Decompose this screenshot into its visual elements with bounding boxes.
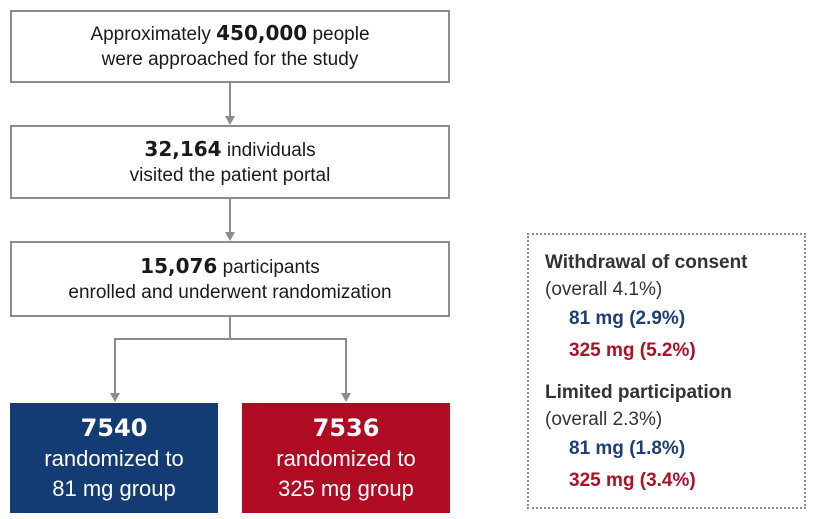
withdrawal-325mg: 325 mg (5.2%) bbox=[569, 340, 696, 361]
group-81mg-box: 7540 randomized to 81 mg group bbox=[10, 403, 218, 513]
connector-1 bbox=[229, 83, 231, 117]
limited-325mg: 325 mg (3.4%) bbox=[569, 470, 696, 491]
group-325mg-line2: 325 mg group bbox=[278, 476, 414, 501]
step-approached-line1: Approximately 450,000 people bbox=[90, 21, 369, 47]
group-81mg-line2: 81 mg group bbox=[52, 476, 176, 501]
group-325mg-box: 7536 randomized to 325 mg group bbox=[242, 403, 450, 513]
step-approached-suffix: people bbox=[307, 24, 370, 45]
step-portal-box: 32,164 individuals visited the patient p… bbox=[10, 125, 450, 199]
group-81mg-line1: randomized to bbox=[44, 446, 184, 471]
arrowhead-1 bbox=[225, 116, 235, 125]
step-enrolled-suffix: participants bbox=[217, 256, 320, 278]
step-enrolled-line1: 15,076 participants bbox=[140, 254, 320, 280]
step-approached-line2: were approached for the study bbox=[101, 49, 359, 70]
outcomes-sidebox: Withdrawal of consent (overall 4.1%) 81 … bbox=[527, 233, 806, 509]
withdrawal-title: Withdrawal of consent bbox=[545, 252, 748, 273]
group-325mg-line1: randomized to bbox=[276, 446, 416, 471]
connector-right-drop bbox=[345, 338, 347, 394]
arrowhead-2 bbox=[225, 232, 235, 241]
withdrawal-81mg: 81 mg (2.9%) bbox=[569, 308, 686, 329]
step-portal-line2: visited the patient portal bbox=[129, 164, 331, 186]
step-approached-count: 450,000 bbox=[216, 21, 308, 45]
limited-title: Limited participation bbox=[545, 382, 732, 403]
step-portal-count: 32,164 bbox=[144, 136, 222, 161]
arrowhead-right bbox=[341, 393, 351, 402]
limited-81mg: 81 mg (1.8%) bbox=[569, 438, 686, 459]
step-enrolled-count: 15,076 bbox=[140, 253, 218, 278]
step-enrolled-line2: enrolled and underwent randomization bbox=[68, 281, 392, 303]
connector-split-stem bbox=[229, 317, 231, 339]
connector-2 bbox=[229, 199, 231, 233]
arrowhead-left bbox=[110, 393, 120, 402]
step-portal-line1: 32,164 individuals bbox=[144, 137, 315, 163]
group-81mg-count: 7540 bbox=[80, 414, 148, 442]
connector-split-bar bbox=[114, 338, 347, 340]
withdrawal-overall: (overall 4.1%) bbox=[545, 279, 663, 300]
group-325mg-count: 7536 bbox=[312, 414, 380, 442]
step-enrolled-box: 15,076 participants enrolled and underwe… bbox=[10, 241, 450, 317]
limited-overall: (overall 2.3%) bbox=[545, 409, 663, 430]
step-portal-suffix: individuals bbox=[221, 139, 316, 161]
step-approached-box: Approximately 450,000 people were approa… bbox=[10, 10, 450, 83]
step-approached-prefix: Approximately bbox=[90, 24, 217, 45]
connector-left-drop bbox=[114, 338, 116, 394]
